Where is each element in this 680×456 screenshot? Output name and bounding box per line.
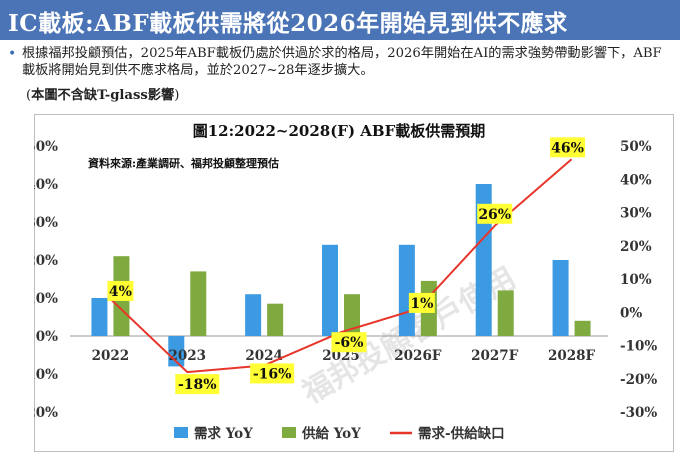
page-title: IC載板:ABF載板供需將從2026年開始見到供不應求 [8, 10, 568, 37]
legend-supply-label: 供給 YoY [301, 425, 361, 442]
demand-bar [552, 260, 569, 336]
supply-bar [190, 271, 207, 336]
legend-demand-swatch [174, 427, 188, 438]
right-axis-tick: -10% [620, 339, 657, 355]
gap-label-bg [250, 363, 295, 384]
bullet-icon: • [8, 46, 17, 62]
left-axis-tick: 50% [34, 139, 58, 155]
left-axis-tick: -10% [34, 367, 58, 383]
left-axis-tick: 40% [34, 177, 58, 193]
supply-bar [497, 290, 514, 336]
gap-label-bg [408, 292, 435, 313]
note-text: 本圖不含缺T-glass影響 [31, 88, 175, 103]
x-axis-tick: 2027F [471, 348, 519, 364]
right-axis-tick: 20% [620, 239, 652, 255]
gap-label-bg [107, 280, 134, 301]
demand-bar [322, 244, 338, 336]
chart-source: 資料來源:產業調研、福邦投顧整理預估 [88, 156, 279, 170]
right-axis-tick: 40% [620, 172, 652, 188]
chart-svg: 圖12:2022~2028(F) ABF載板供需預期資料來源:產業調研、福邦投顧… [21, 114, 674, 452]
gap-label-bg [477, 203, 513, 224]
x-axis-tick: 2022 [92, 348, 130, 364]
note-close: ) [174, 88, 180, 103]
x-axis-tick: 2023 [168, 348, 206, 364]
left-axis-tick: 0% [36, 329, 58, 345]
legend-demand-label: 需求 YoY [194, 425, 253, 442]
gap-data-label: 26% [478, 207, 511, 223]
gap-label-bg [331, 332, 367, 353]
demand-bar [398, 244, 415, 336]
gap-data-label: -16% [253, 366, 292, 382]
gap-data-label: 46% [551, 140, 584, 156]
note-open: ( [26, 88, 32, 103]
left-axis-tick: 10% [34, 291, 58, 307]
header-bar: IC載板:ABF載板供需將從2026年開始見到供不應求 [0, 0, 680, 40]
gap-data-label: -6% [335, 335, 364, 351]
right-axis-tick: 50% [620, 139, 652, 155]
x-axis-tick: 2024 [245, 348, 283, 364]
gap-data-label: -18% [178, 377, 217, 393]
chart-title: 圖12:2022~2028(F) ABF載板供需預期 [193, 122, 486, 140]
gap-label-bg [175, 374, 220, 395]
left-axis-tick: -20% [34, 405, 58, 421]
x-axis-tick: 2028F [548, 348, 596, 364]
demand-bar [245, 294, 262, 336]
x-axis-tick: 2026F [394, 348, 442, 364]
gap-data-label: 1% [410, 296, 433, 312]
chart-container: 圖12:2022~2028(F) ABF載板供需預期資料來源:產業調研、福邦投顧… [21, 114, 674, 452]
gap-label-bg [550, 137, 586, 158]
chart-note: (本圖不含缺T-glass影響) [26, 84, 179, 103]
legend-gap-label: 需求-供給缺口 [418, 425, 505, 442]
right-axis-tick: 30% [620, 206, 652, 222]
left-axis-tick: 30% [34, 215, 58, 231]
demand-bar [91, 298, 108, 336]
supply-bar [267, 303, 284, 336]
right-axis-tick: 10% [620, 272, 652, 288]
legend-supply-swatch [282, 427, 296, 438]
left-axis-tick: 20% [34, 253, 58, 269]
gap-data-label: 4% [109, 284, 132, 300]
right-axis-tick: 0% [620, 305, 642, 321]
supply-bar [574, 320, 591, 336]
bullet-text: 根據福邦投顧預估，2025年ABF載板仍處於供過於求的格局，2026年開始在AI… [22, 46, 662, 78]
supply-bar [344, 294, 360, 336]
right-axis-tick: -30% [620, 405, 657, 421]
right-axis-tick: -20% [620, 372, 657, 388]
